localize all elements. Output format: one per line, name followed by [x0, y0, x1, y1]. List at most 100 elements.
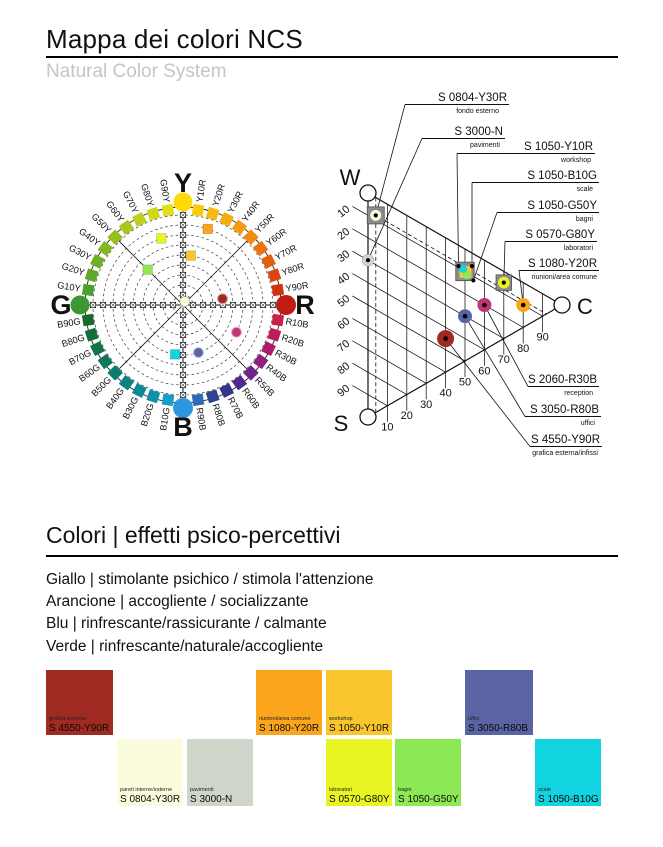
- swatch-caption: grafica esterna: [49, 716, 86, 722]
- wheel-hue-swatch-G50Y: [107, 229, 123, 245]
- triangle-blackness-tick-90: 90: [335, 383, 352, 400]
- wheel-tick-cross: [90, 302, 96, 308]
- wheel-tick-cross: [180, 392, 186, 398]
- triangle-label-code-S 2060-R30B: S 2060-R30B: [528, 374, 597, 386]
- wheel-tick-cross: [140, 302, 146, 308]
- swatch-caption: laboratori: [329, 787, 353, 793]
- wheel-hue-label-B40G: B40G: [104, 386, 126, 411]
- triangle-corner-C: [553, 296, 571, 314]
- swatch-S 1080-Y20R: riunioni/area comune S 1080-Y20R: [256, 670, 322, 735]
- wheel-tick-cross: [180, 332, 186, 338]
- point-S 1050-G50Y: [462, 270, 471, 280]
- wheel-tick-cross: [180, 252, 186, 258]
- point-center-dot: [520, 302, 526, 308]
- triangle-label-code-S 1050-G50Y: S 1050-G50Y: [527, 200, 597, 212]
- wheel-tick-cross: [190, 302, 196, 308]
- wheel-axis-letter-B: B: [173, 412, 193, 442]
- triangle-corner-W: [359, 184, 377, 202]
- point-center-dot: [443, 336, 448, 341]
- leader-line-S 0804-Y30R: [375, 104, 406, 216]
- wheel-diagonal: [113, 304, 184, 375]
- triangle-label-caption-S 1050-Y10R: workshop: [560, 157, 591, 164]
- wheel-sample-S 4550-Y90R: [216, 292, 229, 306]
- wheel-sample-S 3050-R80B: [192, 346, 205, 359]
- leader-line-S 1050-G50Y: [473, 212, 498, 281]
- triangle-grid-blackness-40: [352, 273, 485, 351]
- wheel-hue-label-Y30R: Y30R: [226, 189, 246, 214]
- triangle-letter-S: S: [334, 411, 349, 436]
- wheel-tick-cross: [270, 302, 276, 308]
- wheel-major-circle-B: [173, 398, 193, 418]
- wheel-tick-cross: [180, 292, 186, 298]
- wheel-hue-swatch-B10G: [161, 393, 175, 407]
- wheel-hue-swatch-Y40R: [231, 219, 248, 236]
- swatch-caption: pavimenti: [190, 787, 214, 793]
- section-rule: [46, 555, 618, 557]
- wheel-hue-label-G50Y: G50Y: [89, 211, 113, 235]
- wheel-tick-cross: [240, 302, 246, 308]
- leader-line-S 3050-R80B: [464, 315, 526, 417]
- page-subtitle: Natural Color System: [46, 61, 227, 82]
- triangle-chroma-tick-60: 60: [478, 365, 490, 377]
- wheel-hue-label-R30B: R30B: [273, 348, 298, 367]
- wheel-tick-cross: [180, 222, 186, 228]
- wheel-sample-S 1050-G50Y: [142, 264, 153, 275]
- swatch-caption: bagni: [398, 787, 412, 793]
- page-title: Mappa dei colori NCS: [46, 24, 303, 54]
- wheel-hue-label-Y20R: Y20R: [210, 182, 227, 207]
- point-center-dot: [469, 264, 475, 269]
- triangle-blackness-tick-70: 70: [335, 338, 352, 355]
- triangle-label-caption-S 1050-G50Y: bagni: [576, 216, 594, 223]
- triangle-label-caption-S 0570-G80Y: laboratori: [564, 245, 594, 252]
- triangle-label-caption-S 1050-B10G: scale: [577, 186, 593, 193]
- wheel-tick-cross: [120, 302, 126, 308]
- wheel-tick-cross: [180, 322, 186, 328]
- wheel-sample-S 0570-G80Y: [156, 233, 167, 244]
- wheel-hue-swatch-Y90R: [271, 283, 285, 297]
- wheel-tick-cross: [110, 302, 116, 308]
- wheel-tick-cross: [180, 242, 186, 248]
- triangle-label-caption-S 1080-Y20R: riunioni/area comune: [532, 274, 597, 281]
- swatch-S 3050-R80B: uffici S 3050-R80B: [465, 670, 533, 735]
- triangle-label-caption-S 4550-Y90R: grafica esterna/infissi: [532, 450, 598, 457]
- wheel-hue-label-Y50R: Y50R: [253, 211, 277, 235]
- wheel-hue-swatch-R50B: [243, 365, 259, 381]
- wheel-tick-cross: [180, 272, 186, 278]
- wheel-tick-cross: [180, 212, 186, 218]
- triangle-blackness-tick-10: 10: [335, 203, 352, 220]
- wheel-tick-cross: [180, 312, 186, 318]
- wheel-hue-label-Y80R: Y80R: [280, 261, 305, 278]
- triangle-chroma-tick-10: 10: [381, 421, 393, 433]
- wheel-hue-swatch-Y50R: [243, 229, 259, 245]
- wheel-hue-swatch-G30Y: [90, 254, 105, 269]
- wheel-hue-swatch-R90B: [191, 393, 205, 407]
- wheel-tick-cross: [200, 302, 206, 308]
- swatch-caption: riunioni/area comune: [259, 716, 311, 722]
- swatch-code: S 4550-Y90R: [49, 723, 110, 734]
- wheel-hue-label-B90G: B90G: [57, 316, 82, 330]
- wheel-major-circle-G: [70, 295, 90, 315]
- point-center-dot: [456, 264, 461, 269]
- triangle-chroma-tick-40: 40: [439, 388, 451, 400]
- wheel-tick-cross: [100, 302, 106, 308]
- triangle-blackness-tick-20: 20: [335, 226, 352, 243]
- wheel-hue-swatch-R10B: [271, 313, 285, 327]
- triangle-label-code-S 1050-Y10R: S 1050-Y10R: [524, 141, 593, 153]
- wheel-hue-swatch-R80B: [205, 389, 220, 404]
- triangle-chroma-tick-20: 20: [401, 410, 413, 422]
- wheel-hue-swatch-G10Y: [81, 283, 95, 297]
- wheel-hue-label-B20G: B20G: [139, 402, 156, 427]
- wheel-major-circle-Y: [173, 192, 193, 212]
- wheel-diagonal: [182, 235, 253, 306]
- swatch-code: S 1050-B10G: [538, 794, 599, 805]
- triangle-label-code-S 0804-Y30R: S 0804-Y30R: [438, 92, 507, 104]
- swatch-code: S 0804-Y30R: [120, 794, 181, 805]
- triangle-chroma-tick-50: 50: [459, 377, 471, 389]
- swatch-code: S 1050-Y10R: [329, 723, 390, 734]
- point-center-dot: [471, 278, 476, 283]
- wheel-hue-swatch-Y80R: [267, 268, 282, 283]
- wheel-tick-cross: [130, 302, 136, 308]
- wheel-hue-label-B70G: B70G: [67, 348, 92, 368]
- wheel-major-circle-R: [276, 295, 296, 315]
